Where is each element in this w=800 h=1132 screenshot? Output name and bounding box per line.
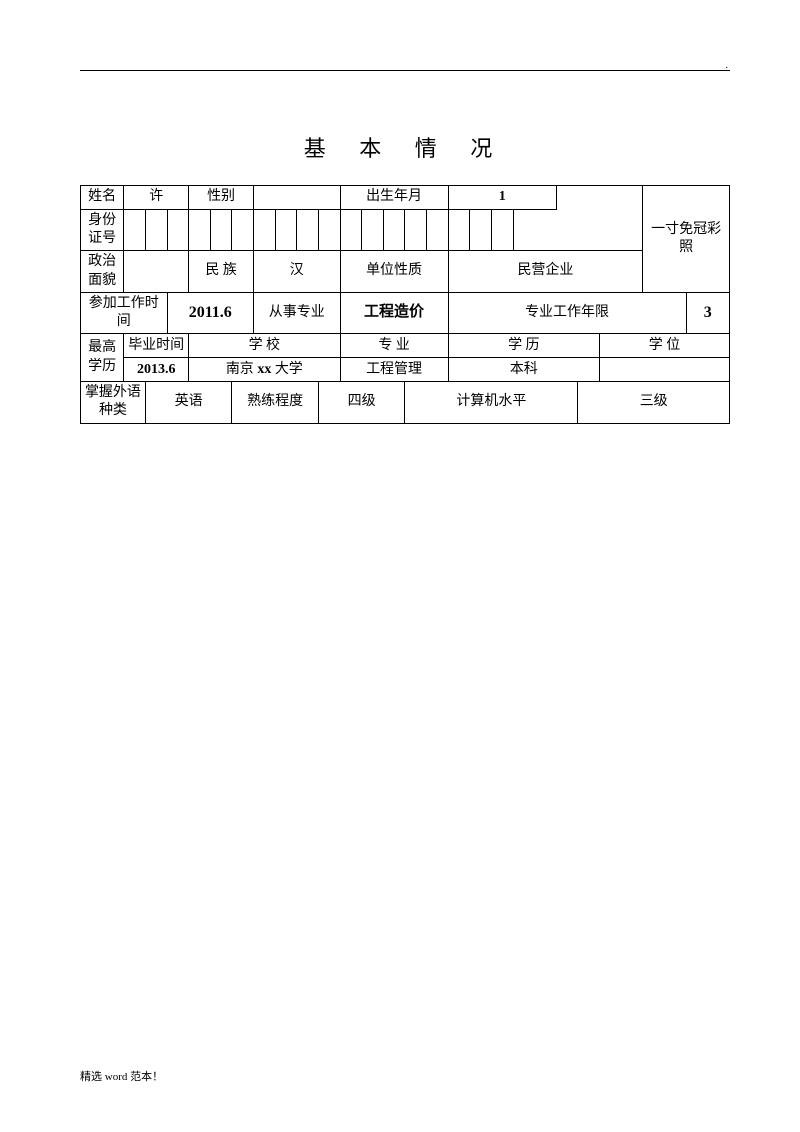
id-11 xyxy=(340,210,362,251)
id-6 xyxy=(232,210,254,251)
label-lang-type: 掌握外语种类 xyxy=(81,382,146,423)
id-18 xyxy=(491,210,513,251)
value-lang-skill: 四级 xyxy=(318,382,405,423)
id-17 xyxy=(470,210,492,251)
empty-top-right xyxy=(556,186,643,210)
label-work-start: 参加工作时间 xyxy=(81,292,168,333)
value-degree-level: 本科 xyxy=(448,358,599,382)
label-profession: 从事专业 xyxy=(254,292,341,333)
label-lang-skill: 熟练程度 xyxy=(232,382,319,423)
id-4 xyxy=(189,210,211,251)
value-comp-level: 三级 xyxy=(578,382,730,423)
value-major: 工程管理 xyxy=(340,358,448,382)
id-16 xyxy=(448,210,470,251)
value-work-years: 3 xyxy=(686,292,730,333)
id-14 xyxy=(405,210,427,251)
top-rule xyxy=(80,70,730,71)
label-name: 姓名 xyxy=(81,186,124,210)
label-gender: 性别 xyxy=(189,186,254,210)
info-table: 姓名 许 性别 出生年月 1 一寸免冠彩照 身份证号 xyxy=(80,185,730,424)
label-edu-header: 最高学历 xyxy=(81,334,124,382)
id-2 xyxy=(145,210,167,251)
value-degree xyxy=(600,358,730,382)
value-school: 南京 xx 大学 xyxy=(189,358,340,382)
page-title: 基 本 情 况 xyxy=(80,131,730,163)
label-comp-level: 计算机水平 xyxy=(405,382,578,423)
label-ethnic: 民 族 xyxy=(189,251,254,292)
corner-mark: . xyxy=(726,60,729,71)
value-unit-type: 民营企业 xyxy=(448,251,643,292)
id-9 xyxy=(297,210,319,251)
id-8 xyxy=(275,210,297,251)
label-grad-time: 毕业时间 xyxy=(124,334,189,358)
id-19 xyxy=(513,210,643,251)
id-7 xyxy=(254,210,276,251)
footer-text: 精选 word 范本！ xyxy=(80,1068,163,1084)
value-politics xyxy=(124,251,189,292)
label-politics: 政治面貌 xyxy=(81,251,124,292)
id-13 xyxy=(383,210,405,251)
value-profession: 工程造价 xyxy=(340,292,448,333)
value-birth: 1 xyxy=(448,186,556,210)
value-name: 许 xyxy=(124,186,189,210)
label-degree-level: 学 历 xyxy=(448,334,599,358)
id-10 xyxy=(318,210,340,251)
label-degree: 学 位 xyxy=(600,334,730,358)
label-birth: 出生年月 xyxy=(340,186,448,210)
id-3 xyxy=(167,210,189,251)
label-major: 专 业 xyxy=(340,334,448,358)
value-grad-time: 2013.6 xyxy=(124,358,189,382)
id-5 xyxy=(210,210,232,251)
value-gender xyxy=(254,186,341,210)
value-ethnic: 汉 xyxy=(254,251,341,292)
label-unit-type: 单位性质 xyxy=(340,251,448,292)
id-15 xyxy=(427,210,449,251)
label-school: 学 校 xyxy=(189,334,340,358)
value-lang-type: 英语 xyxy=(145,382,232,423)
id-1 xyxy=(124,210,146,251)
value-work-start: 2011.6 xyxy=(167,292,254,333)
photo-cell: 一寸免冠彩照 xyxy=(643,186,730,293)
label-work-years: 专业工作年限 xyxy=(448,292,686,333)
label-idnum: 身份证号 xyxy=(81,210,124,251)
id-12 xyxy=(362,210,384,251)
